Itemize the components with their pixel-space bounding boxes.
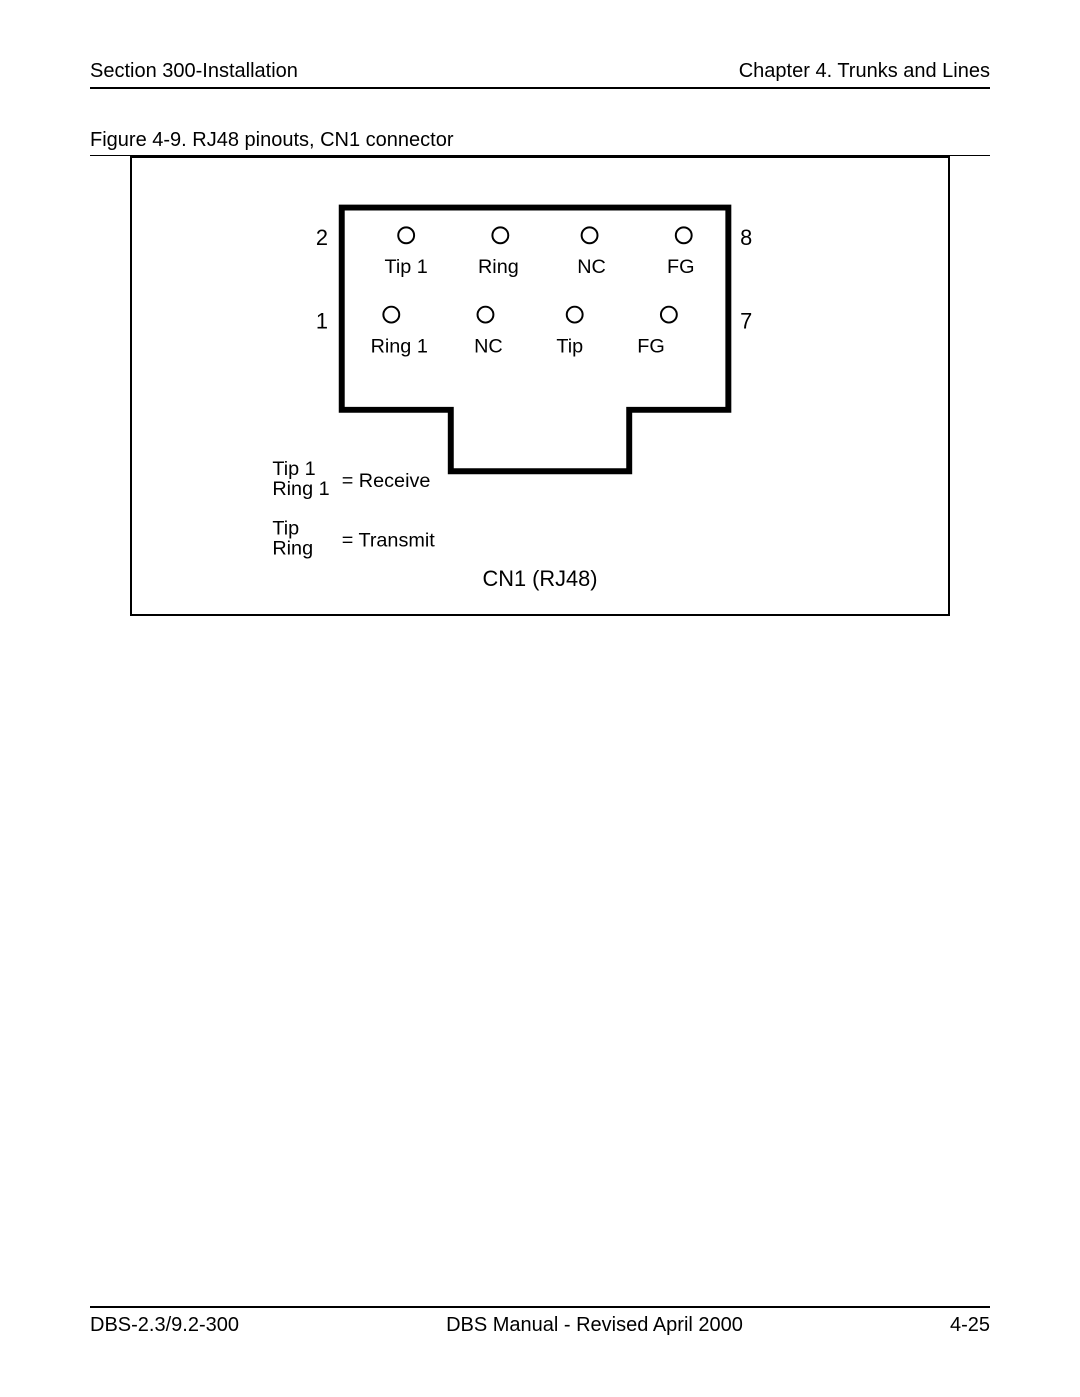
pin-label: FG [667, 256, 695, 278]
footer-left: DBS-2.3/9.2-300 [90, 1314, 239, 1337]
pin-label: NC [474, 335, 503, 357]
pin-hole [398, 227, 414, 243]
pin-hole [582, 227, 598, 243]
pin-label: Tip [556, 335, 583, 357]
connector-diagram: Tip 1 Ring NC FG Ring 1 NC Tip FG 2 8 1 7 Tip … [132, 158, 948, 614]
pin-label: NC [577, 256, 606, 278]
figure-frame: Tip 1 Ring NC FG Ring 1 NC Tip FG 2 8 1 7 Tip … [130, 156, 950, 616]
figure-caption: Figure 4-9. RJ48 pinouts, CN1 connector [90, 129, 990, 156]
pin-row-top: Tip 1 Ring NC FG [385, 227, 695, 278]
pin-hole [661, 307, 677, 323]
header-left: Section 300-Installation [90, 60, 298, 83]
page-header: Section 300-Installation Chapter 4. Trun… [90, 60, 990, 89]
pin-label: Ring [478, 256, 519, 278]
pin-label: FG [637, 335, 665, 357]
pin-hole [567, 307, 583, 323]
pin-number-top-right: 8 [740, 225, 752, 250]
pin-number-bottom-left: 1 [316, 309, 328, 334]
pin-number-bottom-right: 7 [740, 309, 752, 334]
footer-right: 4-25 [950, 1314, 990, 1337]
pin-hole [492, 227, 508, 243]
pin-hole [478, 307, 494, 323]
legend-g2-line2: Ring [272, 538, 313, 560]
pin-label: Ring 1 [371, 335, 428, 357]
legend-g2-line1: Tip [272, 518, 299, 540]
footer-center: DBS Manual - Revised April 2000 [446, 1314, 743, 1337]
pin-number-top-left: 2 [316, 225, 328, 250]
pin-hole [676, 227, 692, 243]
pin-hole [383, 307, 399, 323]
header-right: Chapter 4. Trunks and Lines [739, 60, 990, 83]
connector-label: CN1 (RJ48) [482, 566, 597, 591]
legend-g1-line2: Ring 1 [272, 478, 329, 500]
page-footer: DBS-2.3/9.2-300 DBS Manual - Revised Apr… [90, 1306, 990, 1337]
legend-g1-line1: Tip 1 [272, 458, 315, 480]
page: Section 300-Installation Chapter 4. Trun… [0, 0, 1080, 1397]
legend-g2-eq: = Transmit [342, 530, 436, 552]
legend-g1-eq: = Receive [342, 470, 431, 492]
pin-label: Tip 1 [385, 256, 428, 278]
pin-row-bottom: Ring 1 NC Tip FG [371, 307, 677, 358]
